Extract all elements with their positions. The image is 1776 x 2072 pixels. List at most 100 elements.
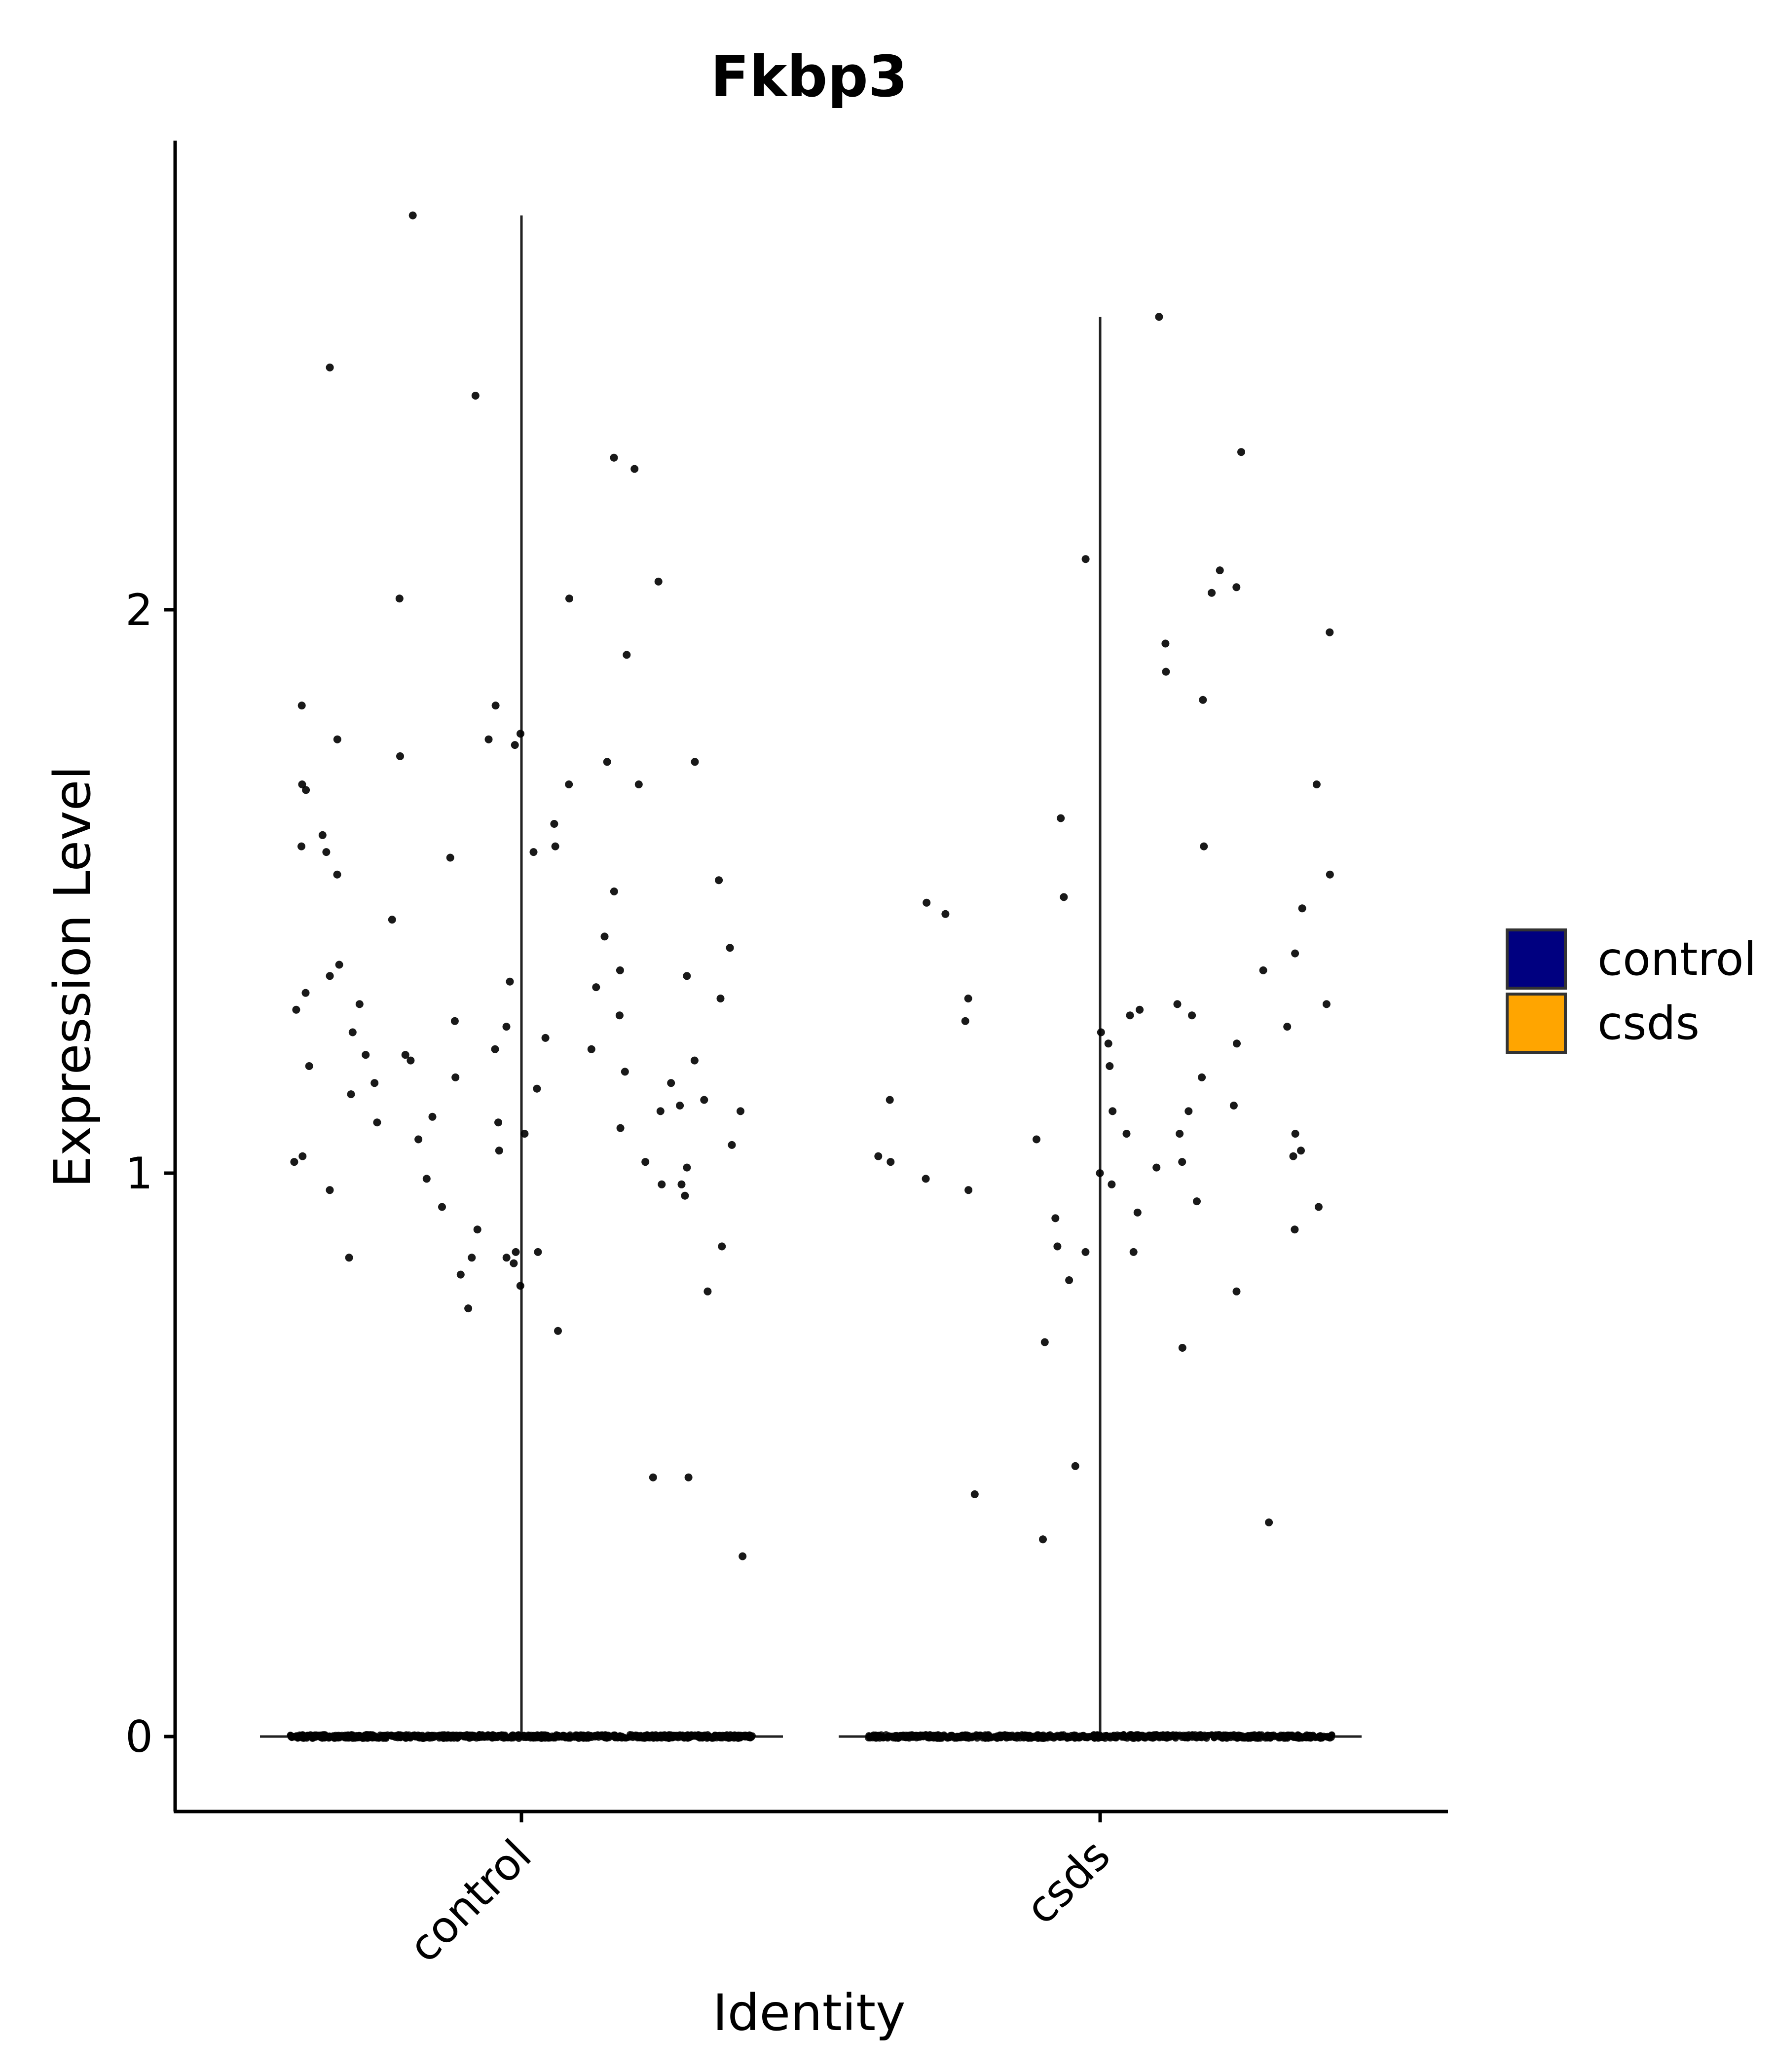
point-zero-csds: [1081, 1734, 1088, 1741]
point-csds: [1289, 1152, 1297, 1160]
point-zero-control: [464, 1733, 471, 1740]
data-points: [287, 211, 1335, 1742]
point-control: [473, 1225, 481, 1234]
point-zero-control: [289, 1733, 296, 1740]
point-zero-csds: [1284, 1732, 1291, 1739]
y-axis-title: Expression Level: [43, 766, 102, 1187]
point-csds: [1033, 1135, 1040, 1144]
point-csds: [1126, 1011, 1134, 1020]
point-csds: [1071, 1462, 1079, 1470]
point-csds: [1297, 1147, 1305, 1155]
point-zero-control: [408, 1733, 415, 1740]
point-zero-csds: [1049, 1733, 1056, 1740]
point-control: [468, 1254, 476, 1262]
point-zero-control: [670, 1734, 677, 1741]
point-zero-csds: [1186, 1732, 1194, 1739]
point-control: [726, 944, 734, 952]
point-zero-csds: [884, 1734, 891, 1741]
point-control: [484, 735, 493, 743]
point-zero-csds: [1256, 1731, 1263, 1739]
point-csds: [1259, 966, 1267, 974]
point-zero-csds: [1027, 1733, 1035, 1740]
point-control: [395, 594, 404, 603]
point-control: [502, 1254, 511, 1262]
point-control: [541, 1034, 550, 1042]
point-zero-control: [646, 1735, 654, 1741]
point-control: [305, 1062, 313, 1070]
point-control: [297, 702, 306, 710]
point-control: [333, 870, 341, 879]
point-zero-csds: [962, 1731, 969, 1739]
point-zero-control: [580, 1735, 587, 1742]
point-control: [414, 1135, 423, 1144]
point-control: [550, 820, 558, 828]
point-zero-csds: [1090, 1733, 1098, 1740]
point-csds: [887, 1158, 895, 1166]
point-zero-csds: [902, 1733, 909, 1740]
point-zero-control: [508, 1735, 515, 1742]
point-control: [511, 741, 519, 749]
point-control: [610, 888, 618, 895]
point-csds: [941, 910, 950, 918]
point-csds: [1208, 589, 1216, 597]
point-zero-csds: [875, 1733, 882, 1740]
point-csds: [1040, 1338, 1049, 1346]
point-csds: [961, 1017, 969, 1025]
point-zero-csds: [1130, 1733, 1137, 1740]
point-csds: [1060, 893, 1068, 901]
point-csds: [964, 1186, 973, 1194]
point-zero-csds: [1277, 1733, 1285, 1740]
point-zero-control: [336, 1734, 343, 1741]
legend-label-control: control: [1597, 932, 1756, 986]
point-zero-csds: [1241, 1735, 1249, 1742]
point-zero-csds: [913, 1734, 920, 1741]
point-zero-control: [734, 1733, 741, 1740]
point-zero-csds: [1033, 1733, 1040, 1740]
point-control: [610, 453, 618, 462]
point-control: [683, 1163, 691, 1172]
point-control: [565, 780, 573, 788]
point-csds: [1314, 1203, 1323, 1211]
point-zero-csds: [1224, 1733, 1232, 1740]
point-control: [554, 1327, 562, 1335]
point-zero-csds: [867, 1733, 874, 1740]
point-control: [656, 1107, 665, 1115]
point-zero-control: [502, 1734, 509, 1741]
point-csds: [1291, 949, 1299, 958]
point-control: [739, 1552, 747, 1560]
point-control: [362, 1051, 370, 1059]
point-control: [681, 1191, 689, 1200]
point-control: [326, 363, 334, 371]
point-csds: [923, 898, 931, 907]
point-control: [520, 1130, 529, 1138]
point-control: [510, 1259, 518, 1267]
point-control: [506, 977, 514, 986]
point-csds: [1312, 780, 1321, 788]
point-control: [616, 1124, 625, 1132]
point-zero-csds: [1012, 1733, 1019, 1740]
x-axis-title: Identity: [713, 1984, 906, 2042]
point-csds: [1136, 1005, 1144, 1014]
point-zero-csds: [1213, 1731, 1221, 1739]
point-control: [700, 1096, 708, 1104]
point-control: [684, 1473, 693, 1481]
point-control: [654, 577, 663, 586]
point-control: [456, 1270, 465, 1279]
point-control: [634, 780, 643, 788]
point-zero-control: [571, 1732, 579, 1739]
point-csds: [1178, 1158, 1186, 1166]
point-control: [326, 972, 334, 980]
point-zero-control: [588, 1732, 595, 1739]
point-control: [703, 1287, 712, 1295]
point-zero-control: [657, 1732, 664, 1739]
point-control: [512, 1248, 520, 1256]
point-control: [388, 916, 396, 924]
point-csds: [1184, 1107, 1193, 1115]
point-zero-control: [494, 1734, 501, 1741]
point-zero-csds: [1250, 1734, 1257, 1741]
point-zero-control: [342, 1735, 349, 1742]
point-csds: [1161, 639, 1170, 648]
point-csds: [1155, 313, 1163, 321]
point-zero-control: [441, 1731, 448, 1739]
point-zero-control: [692, 1732, 700, 1739]
